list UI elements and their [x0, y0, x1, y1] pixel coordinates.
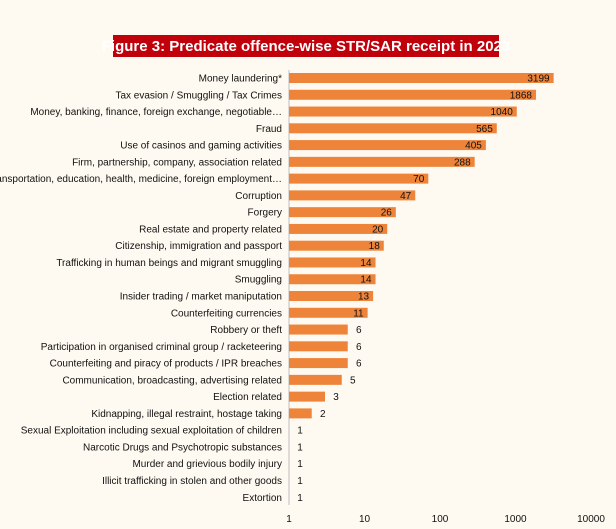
bar — [289, 324, 348, 335]
value-labels-group: 3199186810405654052887047262018141413116… — [297, 74, 550, 504]
x-tick-label: 100 — [432, 514, 449, 525]
category-label: Fraud — [256, 124, 282, 135]
category-labels-group: Money laundering* Tax evasion / Smuggling… — [0, 74, 282, 504]
value-label: 1 — [297, 442, 303, 453]
x-tick-label: 1000 — [504, 514, 527, 525]
value-label: 1040 — [491, 107, 514, 118]
category-label: Sexual Exploitation including sexual exp… — [21, 426, 282, 437]
value-label: 20 — [372, 224, 384, 235]
bar — [289, 240, 384, 251]
bar — [289, 274, 376, 285]
category-label: Transportation, education, health, medic… — [0, 174, 282, 185]
value-label: 1 — [297, 476, 303, 487]
category-label: Forgery — [248, 208, 282, 219]
bar — [289, 374, 342, 385]
category-label: Smuggling — [235, 275, 282, 286]
bar — [289, 173, 429, 184]
bar — [289, 89, 536, 100]
value-label: 5 — [350, 375, 356, 386]
value-label: 47 — [400, 191, 412, 202]
category-label: Firm, partnership, company, association … — [72, 157, 282, 168]
value-label: 288 — [454, 157, 471, 168]
value-label: 405 — [465, 141, 482, 152]
value-label: 565 — [476, 124, 493, 135]
category-label: Money laundering* — [199, 74, 282, 85]
bar — [289, 140, 486, 151]
value-label: 14 — [360, 275, 372, 286]
category-label: Robbery or theft — [210, 325, 282, 336]
value-label: 1868 — [510, 90, 533, 101]
category-label: Use of casinos and gaming activities — [120, 141, 282, 152]
category-label: Election related — [213, 392, 282, 403]
category-label: Illicit trafficking in stolen and other … — [102, 476, 282, 487]
category-label: Citizenship, immigration and passport — [115, 241, 282, 252]
value-label: 6 — [356, 342, 362, 353]
category-label: Counterfeiting and piracy of products / … — [50, 359, 282, 370]
bar — [289, 358, 348, 369]
category-label: Trafficking in human beings and migrant … — [56, 258, 282, 269]
category-label: Extortion — [243, 493, 282, 504]
value-label: 11 — [353, 308, 364, 319]
category-label: Money, banking, finance, foreign exchang… — [30, 107, 282, 118]
x-tick-label: 10000 — [577, 514, 605, 525]
category-label: Corruption — [235, 191, 282, 202]
category-label: Kidnapping, illegal restraint, hostage t… — [91, 409, 282, 420]
category-label: Insider trading / market maniputation — [120, 292, 282, 303]
bar — [289, 223, 388, 234]
category-label: Counterfeiting currencies — [171, 308, 282, 319]
value-label: 2 — [320, 409, 326, 420]
bar — [289, 341, 348, 352]
category-label: Tax evasion / Smuggling / Tax Crimes — [115, 90, 282, 101]
bar — [289, 307, 368, 318]
x-ticks-group: 1 10 100 1000 10000 — [286, 514, 605, 525]
bar — [289, 291, 374, 302]
bars-group — [289, 73, 554, 419]
value-label: 3 — [333, 392, 339, 403]
value-label: 14 — [360, 258, 372, 269]
value-label: 3199 — [527, 74, 550, 85]
category-label: Narcotic Drugs and Psychotropic substanc… — [83, 442, 282, 453]
category-label: Communication, broadcasting, advertising… — [62, 375, 282, 386]
value-label: 1 — [297, 493, 303, 504]
value-label: 70 — [413, 174, 425, 185]
bar — [289, 257, 376, 268]
bar — [289, 207, 396, 218]
category-label: Murder and grievious bodily injury — [132, 459, 282, 470]
chart-title: Figure 3: Predicate offence-wise STR/SAR… — [102, 35, 510, 57]
value-label: 6 — [356, 325, 362, 336]
x-tick-label: 10 — [359, 514, 371, 525]
bar — [289, 73, 554, 83]
value-label: 1 — [297, 459, 303, 470]
x-tick-label: 1 — [286, 514, 292, 525]
value-label: 6 — [356, 359, 362, 370]
value-label: 26 — [381, 208, 393, 219]
value-label: 18 — [369, 241, 381, 252]
bar — [289, 156, 475, 167]
bar — [289, 391, 326, 402]
bar — [289, 123, 497, 134]
category-label: Real estate and property related — [139, 224, 282, 235]
category-label: Participation in organised criminal grou… — [41, 342, 282, 353]
value-label: 13 — [358, 292, 370, 303]
bar — [289, 106, 517, 117]
bar — [289, 190, 416, 201]
bar — [289, 408, 312, 419]
value-label: 1 — [297, 426, 303, 437]
